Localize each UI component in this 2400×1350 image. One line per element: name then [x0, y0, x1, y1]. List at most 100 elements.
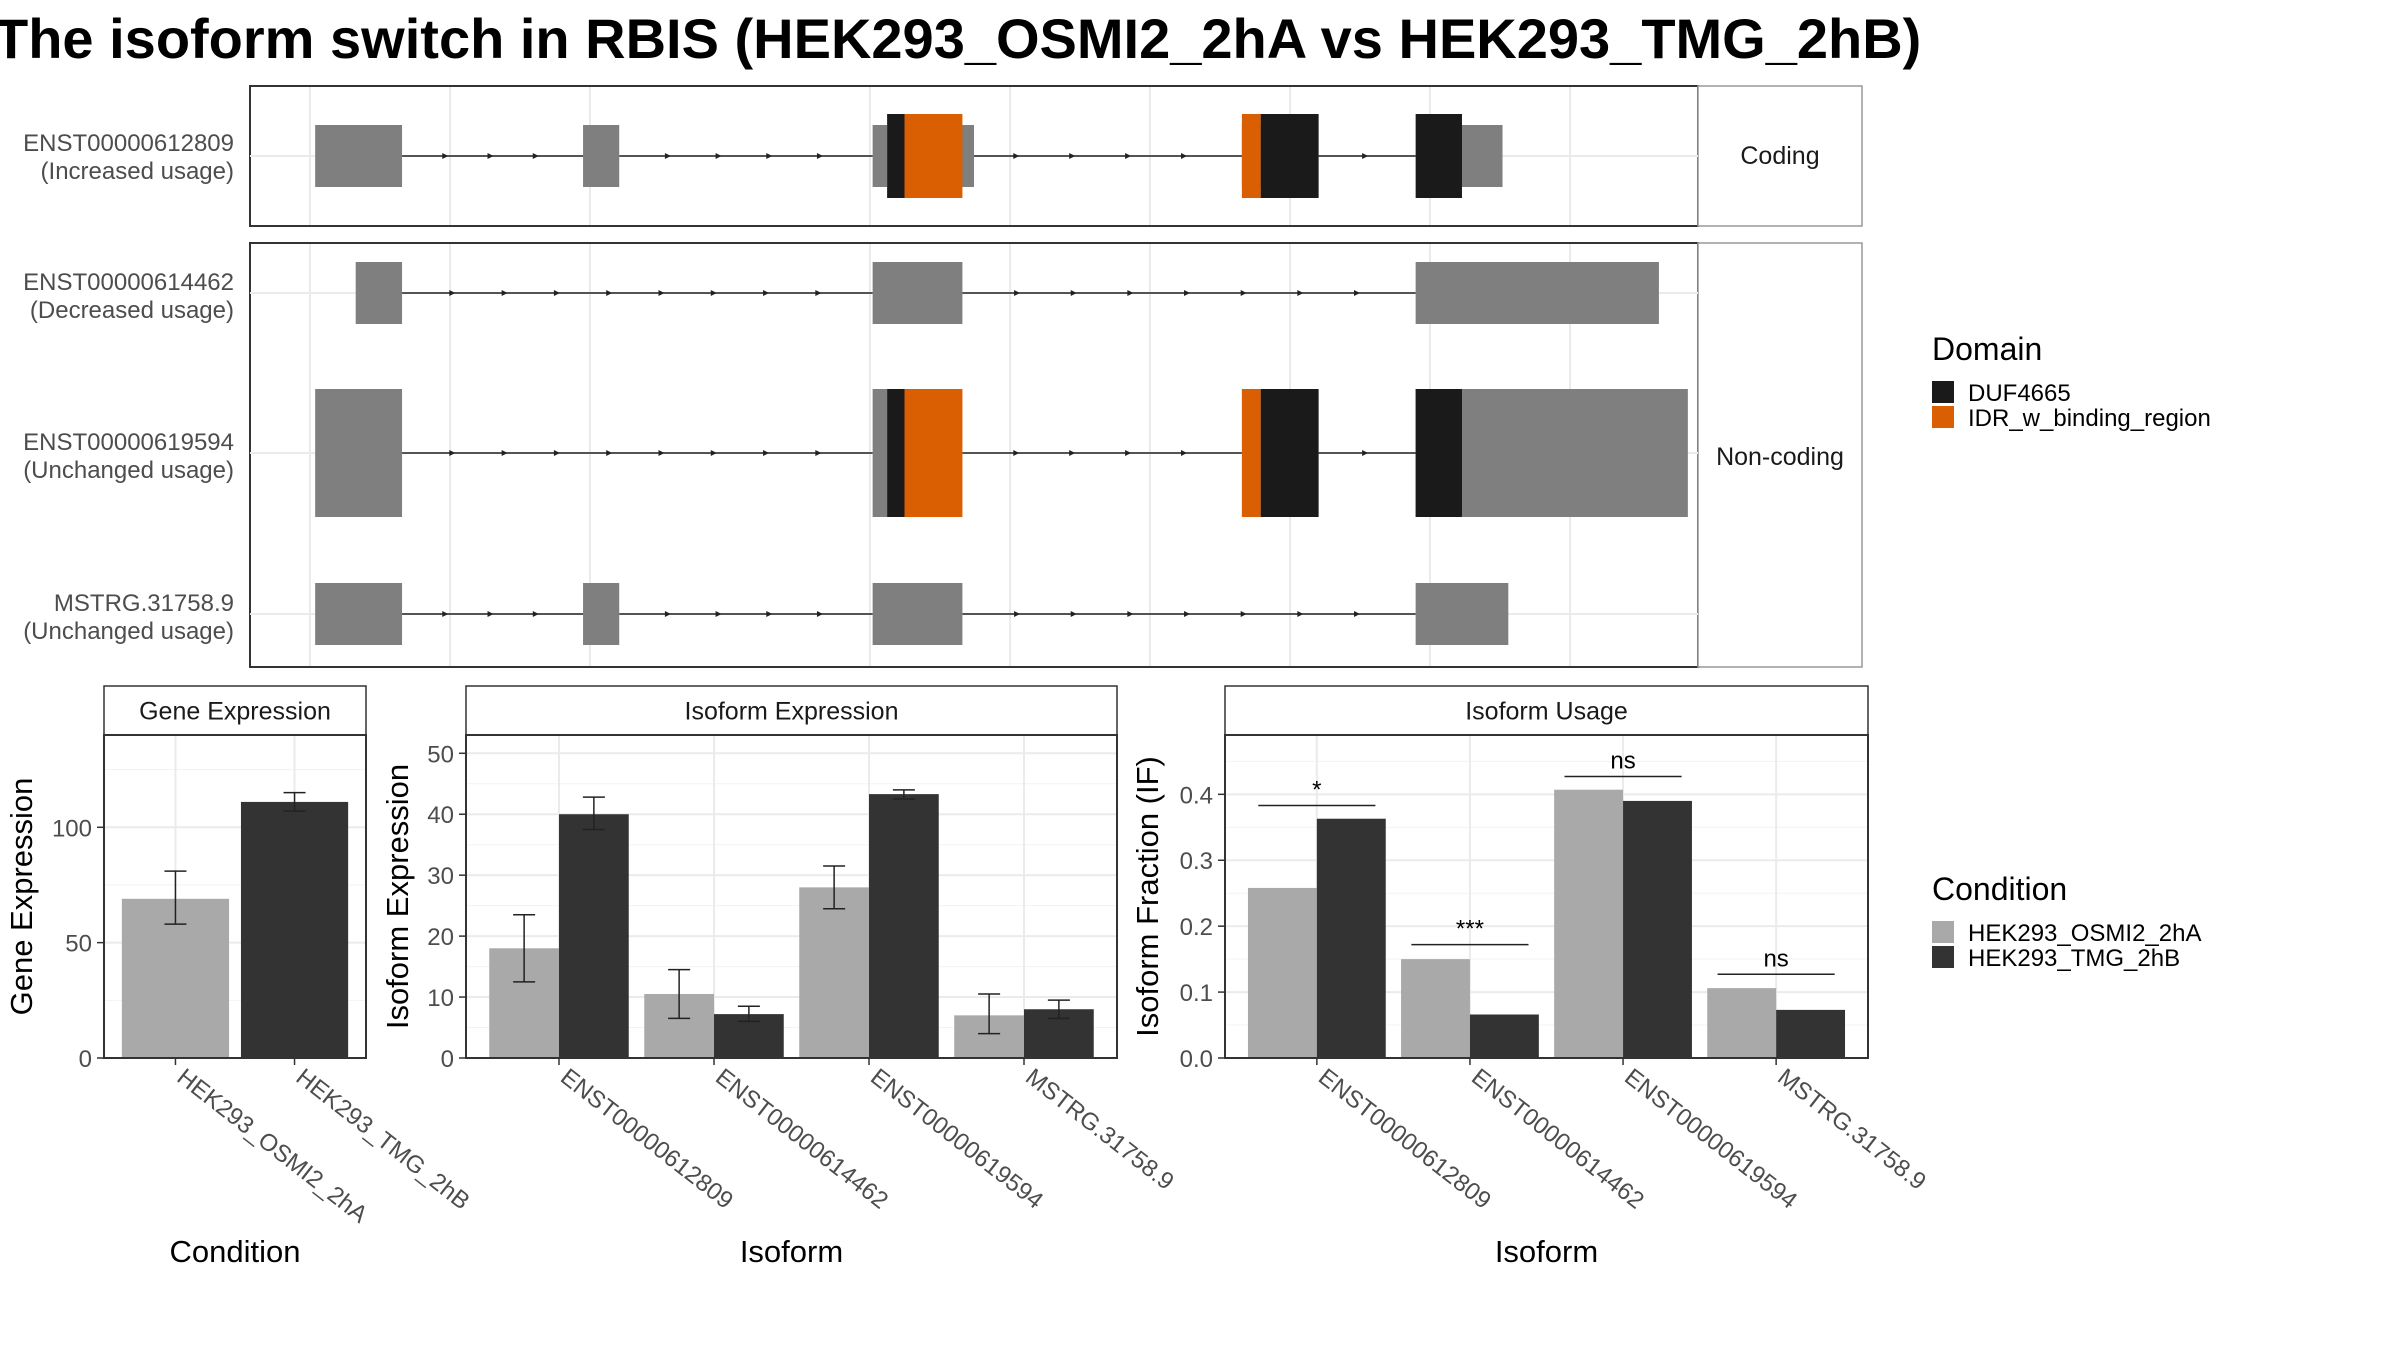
transcript-label-2-usage: (Decreased usage)	[30, 297, 234, 324]
domain-block-idr-w-binding-region	[904, 114, 963, 198]
x-axis-label: Condition	[170, 1234, 301, 1269]
exon-block	[583, 583, 620, 645]
condition-legend-title: Condition	[1932, 871, 2067, 907]
bar	[1776, 1009, 1846, 1058]
y-tick-label: 0	[79, 1046, 92, 1073]
intron-arrow	[710, 290, 717, 296]
transcript-label-3-id: ENST00000619594	[23, 429, 234, 456]
intron-arrow	[1014, 611, 1021, 617]
intron-arrow	[1125, 450, 1132, 456]
intron-arrow	[715, 153, 722, 159]
exon-block	[872, 262, 963, 324]
transcript-label-2-id: ENST00000614462	[23, 269, 234, 296]
y-tick-label: 0.1	[1180, 980, 1213, 1007]
condition-legend-key-b	[1932, 946, 1954, 968]
intron-arrow	[449, 450, 456, 456]
condition-legend-label-b: HEK293_TMG_2hB	[1968, 945, 2180, 972]
intron-arrow	[442, 153, 449, 159]
bar	[121, 898, 230, 1058]
chart-title: Isoform Usage	[1465, 698, 1628, 726]
domain-block-idr-w-binding-region	[1241, 389, 1261, 517]
transcript-label-3-usage: (Unchanged usage)	[23, 457, 234, 484]
significance-label: ns	[1610, 748, 1635, 775]
intron-arrow	[501, 450, 508, 456]
intron-arrow	[442, 611, 449, 617]
exon-block	[1415, 583, 1509, 645]
x-axis-label: Isoform	[740, 1234, 843, 1269]
chart-title: Gene Expression	[139, 698, 331, 726]
intron-arrow	[715, 611, 722, 617]
bar	[1316, 818, 1386, 1058]
y-tick-label: 0.4	[1180, 782, 1213, 809]
intron-arrow	[710, 450, 717, 456]
transcript-track-2	[250, 262, 1698, 324]
domain-legend: Domain DUF4665 IDR_w_binding_region	[1932, 331, 2211, 432]
intron-arrow	[1240, 611, 1247, 617]
chart-title: Isoform Expression	[685, 698, 899, 726]
chart-strip	[465, 685, 1118, 736]
bar	[799, 887, 869, 1058]
isoform-usage-chart: Isoform Usage****nsns0.00.10.20.30.4ENST…	[1130, 685, 1931, 1269]
intron-arrow	[766, 153, 773, 159]
y-tick-label: 30	[427, 863, 454, 890]
transcript-tracks	[250, 114, 1698, 645]
bar	[1247, 887, 1317, 1058]
domain-legend-key-duf4665	[1932, 381, 1954, 403]
intron-arrow	[1180, 450, 1187, 456]
intron-arrow	[1240, 290, 1247, 296]
y-tick-label: 0.0	[1180, 1046, 1213, 1073]
bar	[1554, 789, 1624, 1058]
intron-arrow	[1125, 153, 1132, 159]
condition-legend-key-a	[1932, 921, 1954, 943]
intron-arrow	[816, 153, 823, 159]
domain-legend-label-idr: IDR_w_binding_region	[1968, 405, 2211, 432]
intron-arrow	[1353, 290, 1360, 296]
exon-block	[872, 125, 888, 187]
x-tick-label: ENST00000612809	[555, 1063, 738, 1214]
significance-label: ns	[1763, 945, 1788, 972]
bar	[559, 814, 629, 1058]
chart-strip	[103, 685, 367, 736]
intron-arrow	[766, 611, 773, 617]
intron-arrow	[487, 153, 494, 159]
y-tick-label: 20	[427, 924, 454, 951]
transcript-label-1-usage: (Increased usage)	[41, 158, 234, 185]
x-tick-label: MSTRG.31758.9	[1020, 1063, 1179, 1195]
noncoding-strip-label: Non-coding	[1716, 443, 1844, 471]
bar	[869, 794, 939, 1058]
intron-arrow	[1070, 290, 1077, 296]
domain-block-duf4665	[1415, 389, 1462, 517]
intron-arrow	[1180, 153, 1187, 159]
intron-arrow	[1297, 290, 1304, 296]
y-axis-label: Gene Expression	[4, 778, 39, 1016]
intron-arrow	[1353, 611, 1360, 617]
y-axis-label: Isoform Expression	[380, 764, 415, 1029]
domain-block-duf4665	[887, 389, 905, 517]
coding-strip	[1697, 85, 1863, 227]
chart-frame	[465, 734, 1118, 1059]
bar	[1469, 1014, 1539, 1058]
condition-legend: Condition HEK293_OSMI2_2hA HEK293_TMG_2h…	[1932, 871, 2201, 972]
domain-block-duf4665	[1415, 114, 1462, 198]
exon-block	[315, 583, 403, 645]
bar	[1401, 959, 1470, 1058]
exon-block	[315, 389, 403, 517]
transcript-label-1-id: ENST00000612809	[23, 130, 234, 157]
transcript-labels: ENST00000612809 (Increased usage) ENST00…	[23, 130, 234, 645]
intron-arrow	[1127, 611, 1134, 617]
bar	[1623, 800, 1692, 1058]
intron-arrow	[532, 153, 539, 159]
intron-arrow	[606, 450, 613, 456]
transcript-track-3	[250, 389, 1698, 517]
domain-block-idr-w-binding-region	[1241, 114, 1261, 198]
intron-arrow	[815, 450, 822, 456]
gene-expression-chart: Gene Expression050100HEK293_OSMI2_2hAHEK…	[4, 685, 475, 1269]
transcript-track-4	[250, 583, 1698, 645]
intron-arrow	[1013, 153, 1020, 159]
intron-arrow	[606, 290, 613, 296]
domain-legend-title: Domain	[1932, 331, 2042, 367]
condition-legend-label-a: HEK293_OSMI2_2hA	[1968, 920, 2201, 947]
noncoding-strip	[1697, 242, 1863, 668]
y-tick-label: 50	[65, 931, 92, 958]
intron-arrow	[1362, 153, 1369, 159]
